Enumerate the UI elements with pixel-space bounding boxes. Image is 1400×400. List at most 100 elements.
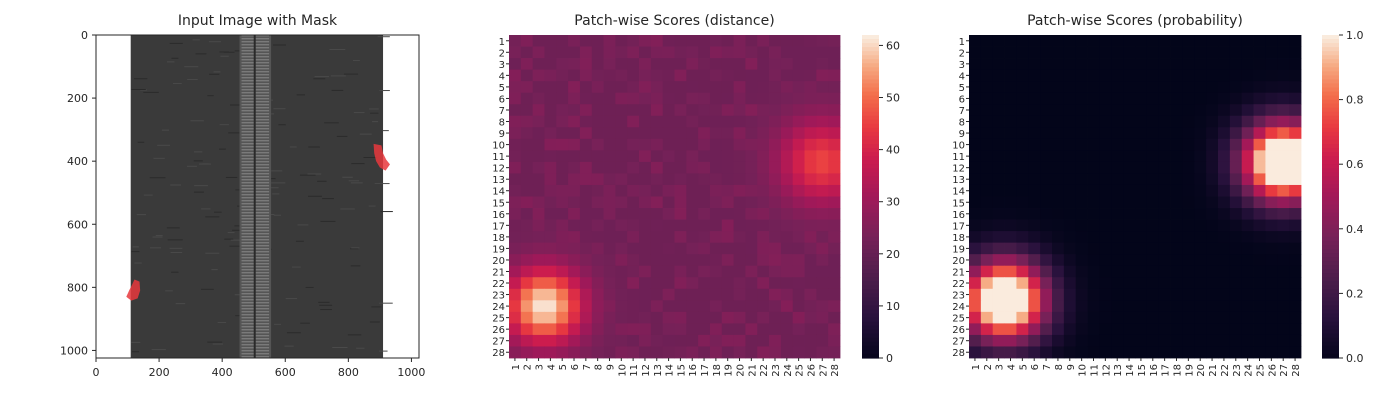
heatmap-cell: [627, 311, 640, 324]
heatmap-cell: [769, 242, 782, 255]
heatmap-cell: [1277, 242, 1290, 255]
heatmap-cell: [757, 115, 770, 128]
colorbar-tick-label: 50: [886, 92, 900, 105]
heatmap-cell: [1182, 277, 1195, 290]
fabric-texture: [351, 247, 360, 249]
heatmap-cell: [1063, 219, 1077, 232]
y-tick-label: 1000: [60, 344, 88, 357]
heatmap-cell: [709, 288, 723, 301]
heatmap-cell: [1241, 184, 1254, 197]
fabric-texture: [201, 288, 214, 290]
heatmap-cell: [556, 127, 569, 140]
heatmap-cell: [1099, 150, 1112, 163]
heatmap-cell: [816, 311, 829, 324]
heatmap-cell: [1123, 219, 1136, 232]
col-label: 23: [771, 364, 782, 377]
heatmap-cell: [1170, 300, 1183, 313]
heatmap-cell: [1040, 81, 1053, 94]
heatmap-cell: [1123, 173, 1136, 186]
heatmap-cell: [686, 219, 699, 232]
heatmap-cell: [1146, 346, 1160, 359]
colorbar-segment: [862, 168, 879, 173]
heatmap-cell: [603, 334, 616, 347]
heatmap-cell: [509, 46, 522, 59]
heatmap-cell: [816, 127, 829, 140]
heatmap-cell: [757, 300, 770, 313]
heatmap-cell: [769, 208, 782, 220]
heatmap-cell: [816, 58, 829, 71]
heatmap-cell: [980, 208, 994, 220]
heatmap-cell: [1111, 115, 1124, 128]
heatmap-cell: [520, 254, 534, 267]
heatmap-cell: [544, 196, 557, 209]
heatmap-cell: [698, 288, 711, 301]
heatmap-cell: [1028, 231, 1041, 244]
heatmap-cell: [698, 196, 711, 209]
heatmap-cell: [591, 254, 604, 267]
fabric-texture: [284, 345, 294, 347]
heatmap-cell: [816, 69, 829, 82]
row-label: 9: [499, 129, 505, 140]
heatmap-cell: [769, 277, 782, 290]
heatmap-cell: [721, 81, 735, 94]
heatmap-cell: [721, 288, 735, 301]
heatmap-cell: [1016, 300, 1029, 313]
heatmap-cell: [1253, 323, 1266, 336]
heatmap-cell: [792, 150, 805, 163]
heatmap-cell: [745, 92, 758, 105]
heatmap-cell: [1277, 231, 1290, 244]
heatmap-cell: [1063, 58, 1077, 71]
colorbar-segment: [862, 115, 879, 121]
heatmap-cell: [1075, 196, 1088, 209]
heatmap-cell: [1146, 58, 1160, 71]
heatmap-cell: [745, 161, 758, 174]
heatmap-cell: [662, 161, 675, 174]
fabric-texture: [193, 151, 203, 153]
heatmap-cell: [828, 35, 841, 47]
heatmap-cell: [615, 161, 628, 174]
heatmap-cell: [532, 81, 545, 94]
fabric-texture: [308, 195, 322, 197]
col-label: 16: [688, 364, 699, 377]
fabric-texture: [319, 304, 333, 306]
heatmap-cell: [1194, 334, 1207, 347]
col-label: 3: [535, 364, 546, 370]
heatmap-cell: [1099, 231, 1112, 244]
heatmap-cell: [662, 184, 675, 197]
heatmap-cell: [568, 242, 581, 255]
col-label: 8: [1054, 364, 1065, 370]
row-label: 14: [952, 187, 965, 198]
heatmap-cell: [1028, 219, 1041, 232]
heatmap-cell: [1241, 127, 1254, 140]
heatmap-cell: [591, 323, 604, 336]
col-label: 26: [1267, 364, 1278, 377]
heatmap-cell: [1111, 184, 1124, 197]
heatmap-cell: [1277, 300, 1290, 313]
col-label: 26: [806, 364, 817, 377]
heatmap-cell: [969, 311, 982, 324]
heatmap-cell: [1004, 277, 1017, 290]
heatmap-cell: [544, 254, 557, 267]
heatmap-cell: [721, 104, 735, 117]
heatmap-cell: [1241, 323, 1254, 336]
colorbar-segment: [862, 281, 879, 286]
fabric-texture: [272, 44, 287, 46]
colorbar-segment: [862, 71, 879, 76]
heatmap-cell: [556, 231, 569, 244]
heatmap-cell: [733, 334, 746, 347]
heatmap-cell: [532, 138, 545, 151]
heatmap-cell: [686, 208, 699, 220]
fabric-texture: [227, 232, 235, 234]
heatmap-cell: [509, 150, 522, 163]
heatmap-cell: [1241, 277, 1254, 290]
fabric-texture: [296, 94, 305, 96]
colorbar-segment: [862, 103, 879, 109]
heatmap-cell: [1218, 219, 1231, 232]
heatmap-cell: [674, 81, 687, 94]
colorbar-segment: [1322, 232, 1339, 238]
row-label: 14: [492, 187, 505, 198]
heatmap-cell: [969, 92, 982, 105]
heatmap-cell: [1158, 311, 1171, 324]
heatmap-cell: [1218, 231, 1231, 244]
colorbar-segment: [1322, 224, 1339, 230]
